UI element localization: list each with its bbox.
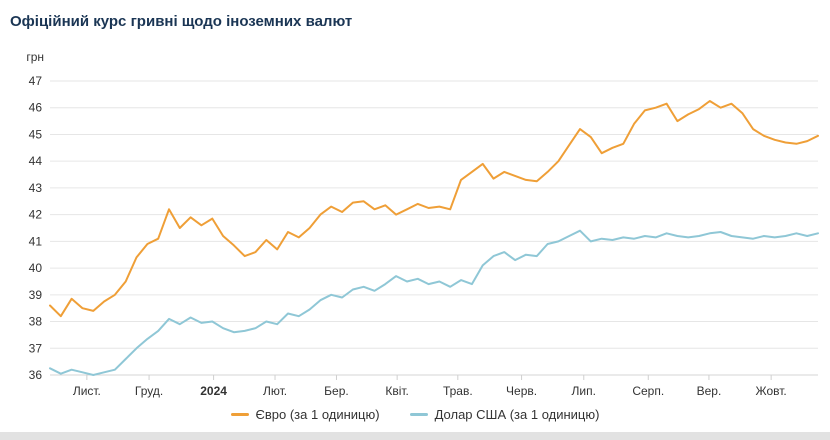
legend-label-usd: Долар США (за 1 одиницю) xyxy=(434,406,600,422)
x-axis-tick-label: Лист. xyxy=(73,384,101,398)
usd-line-marker-icon xyxy=(409,412,428,416)
y-axis-tick-label: 45 xyxy=(29,127,43,141)
usd-series-line[interactable] xyxy=(49,229,819,376)
y-axis-tick-label: 40 xyxy=(29,261,43,275)
x-axis-tick-label: Трав. xyxy=(443,384,473,398)
x-axis-tick-label: Лип. xyxy=(572,384,596,398)
y-axis-title: грн xyxy=(26,50,44,64)
x-axis-tick-label: Груд. xyxy=(135,384,163,398)
x-axis-tick-label: Лют. xyxy=(263,384,287,398)
y-axis-tick-label: 43 xyxy=(29,181,43,195)
horizontal-scrollbar[interactable] xyxy=(0,432,830,440)
y-axis-tick-label: 42 xyxy=(29,208,43,222)
x-axis-tick-label: Квіт. xyxy=(385,384,409,398)
legend-item-usd[interactable]: Долар США (за 1 одиницю) xyxy=(409,406,600,422)
y-axis-tick-label: 39 xyxy=(29,288,43,302)
x-axis-tick-label: Черв. xyxy=(506,384,537,398)
y-axis-tick-label: 37 xyxy=(29,341,43,355)
euro-line-marker-icon xyxy=(230,412,249,416)
euro-series-line[interactable] xyxy=(49,100,819,318)
x-axis-tick-label: Бер. xyxy=(324,384,349,398)
y-axis-tick-label: 36 xyxy=(29,368,43,382)
legend-item-euro[interactable]: Євро (за 1 одиницю) xyxy=(230,406,380,422)
x-axis-tick-label: Вер. xyxy=(697,384,722,398)
exchange-rate-line-chart[interactable]: грн 36 37 38 39 40 41 42 43 44 45 46 47 Лист. Груд. 202… xyxy=(0,35,830,401)
legend-label-euro: Євро (за 1 одиницю) xyxy=(255,406,380,422)
chart-title: Офіційний курс гривні щодо іноземних вал… xyxy=(10,13,353,30)
y-axis-tick-label: 47 xyxy=(29,74,43,88)
y-axis-tick-label: 44 xyxy=(29,154,43,168)
y-axis-tick-label: 38 xyxy=(29,315,43,329)
y-axis-tick-label: 41 xyxy=(29,234,43,248)
chart-legend: Євро (за 1 одиницю) Долар США (за 1 один… xyxy=(0,401,830,427)
y-axis-tick-label: 46 xyxy=(29,101,43,115)
x-axis-tick-label: 2024 xyxy=(200,384,227,398)
x-axis-tick-label: Жовт. xyxy=(756,384,787,398)
x-axis-tick-label: Серп. xyxy=(632,384,664,398)
